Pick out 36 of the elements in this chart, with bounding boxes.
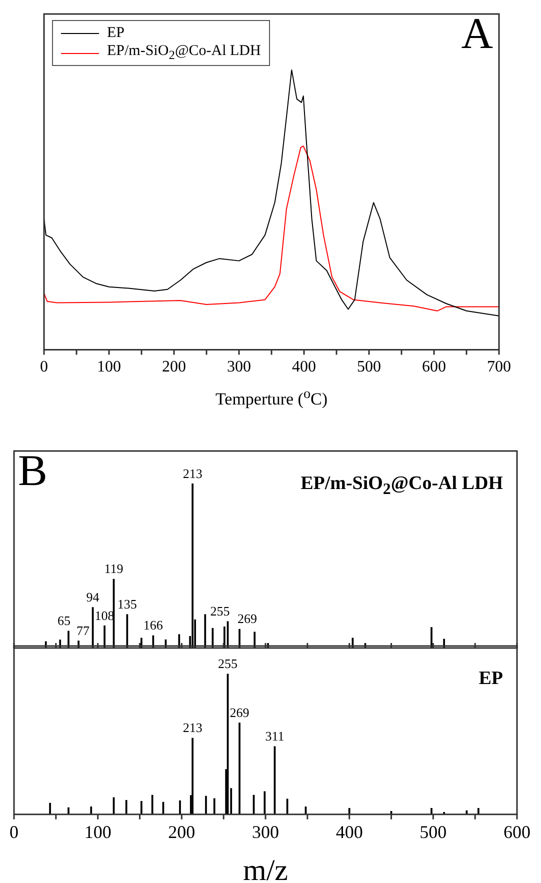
annotation: 166 (143, 618, 164, 633)
annotation: 213 (182, 466, 202, 481)
annotation: 213 (182, 720, 202, 736)
text: EP (478, 668, 503, 690)
x-tick-label: 400 (292, 358, 316, 376)
x-tick-label: 500 (357, 358, 381, 376)
annotation: 77 (76, 622, 90, 638)
legend-label: EP (107, 24, 125, 42)
annotation: 119 (104, 561, 124, 576)
annotation: 255 (218, 656, 238, 671)
x-tick-label: 400 (336, 822, 363, 842)
text: A (461, 9, 493, 58)
annotation: 255 (210, 603, 230, 618)
x-tick-label: 100 (84, 822, 112, 842)
annotation: B (18, 446, 48, 495)
x-tick-label: 600 (422, 358, 446, 376)
x-tick-label: 200 (168, 822, 196, 842)
annotation: 135 (117, 596, 137, 612)
x-tick-label: 0 (40, 358, 48, 376)
x-tick-label: 600 (504, 822, 530, 842)
x-tick-label: 0 (10, 822, 18, 842)
x-axis-title: m/z (242, 854, 289, 883)
x-tick-label: 300 (227, 358, 251, 376)
text: EP/m-SiO$_{2}$@Co-Al LDH (300, 473, 503, 499)
x-tick-label: 100 (97, 358, 121, 376)
x-tick-label: 300 (252, 822, 279, 842)
annotation: 65 (57, 613, 70, 628)
annotation: 269 (230, 704, 250, 720)
annotation: 269 (238, 611, 258, 626)
x-tick-label: 700 (487, 358, 511, 376)
x-tick-label: 500 (420, 822, 447, 842)
x-axis-title: Temperture ($^{o}$C) (214, 386, 329, 410)
annotation: 94 (86, 589, 100, 604)
annotation: 311 (265, 728, 284, 744)
x-tick-label: 200 (162, 358, 186, 376)
legend-label: EP/m-SiO$_{2}$@Co-Al LDH (107, 43, 261, 63)
